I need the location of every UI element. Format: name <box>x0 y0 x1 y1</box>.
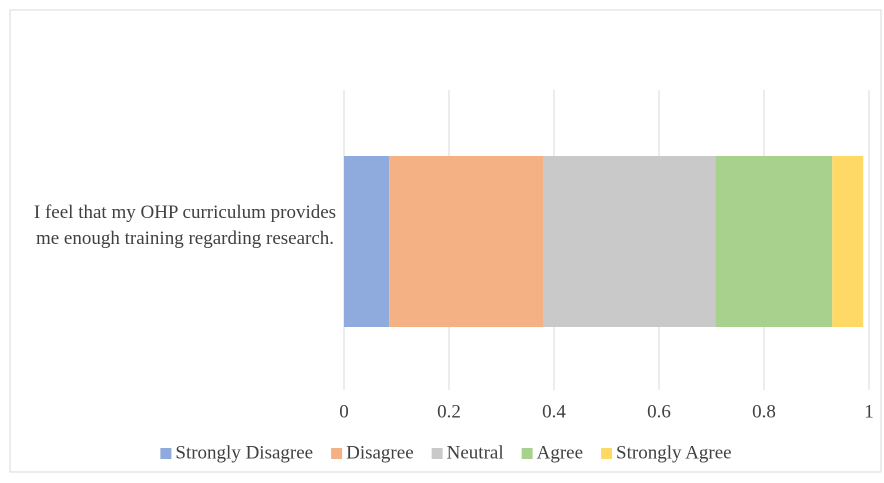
bar-segment <box>344 156 390 327</box>
x-tick-label: 0 <box>339 401 349 422</box>
bar-segment <box>542 156 716 327</box>
x-tick-label: 1 <box>864 401 874 422</box>
legend-swatch <box>431 448 443 459</box>
legend-label: Agree <box>537 442 583 463</box>
x-tick-label: 0.6 <box>647 401 671 422</box>
legend-swatch <box>160 448 172 459</box>
bar-segment <box>832 156 864 327</box>
legend-swatch <box>331 448 343 459</box>
legend-label: Strongly Disagree <box>175 442 313 463</box>
legend-swatch <box>601 448 613 459</box>
legend-label: Strongly Agree <box>616 442 732 463</box>
bar-segment <box>389 156 543 327</box>
x-tick-label: 0.2 <box>437 401 461 422</box>
category-label: I feel that my OHP curriculum provides m… <box>33 202 337 249</box>
x-tick-label: 0.4 <box>542 401 566 422</box>
legend-label: Disagree <box>346 442 414 463</box>
x-tick-label: 0.8 <box>752 401 776 422</box>
bar-segment <box>715 156 833 327</box>
legend-label: Neutral <box>447 442 504 463</box>
legend-swatch <box>521 448 533 459</box>
